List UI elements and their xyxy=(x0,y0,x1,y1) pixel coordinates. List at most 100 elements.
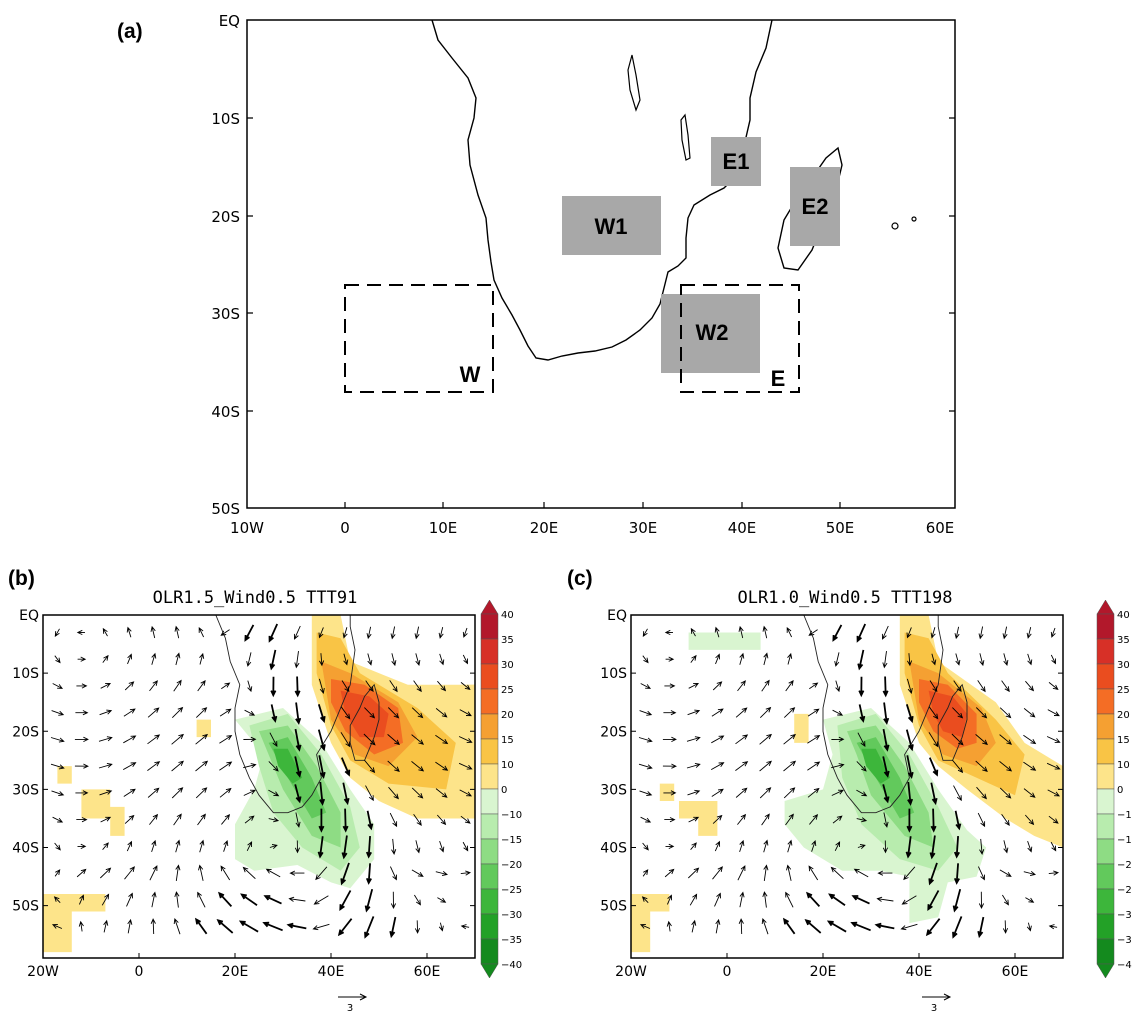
reference-vector-label: 3 xyxy=(347,1003,353,1013)
panel-b-wind-vectors xyxy=(50,623,473,939)
wind-vector-arrow xyxy=(387,707,400,719)
wind-vector-arrow xyxy=(295,812,301,828)
wind-vector-arrow xyxy=(77,843,87,850)
wind-vector-arrow xyxy=(151,839,157,853)
wind-vector-arrow xyxy=(856,623,867,643)
wind-vector-arrow xyxy=(1048,924,1058,930)
wind-vector-arrow xyxy=(807,761,821,771)
wind-vector-arrow xyxy=(147,761,161,771)
colorbar-tick-label: −25 xyxy=(501,885,522,896)
wind-vector-arrow xyxy=(391,653,397,667)
madagascar-outline xyxy=(937,683,968,761)
lat-tick-label: 20S xyxy=(12,724,39,740)
reference-vector-label: 3 xyxy=(931,1003,937,1013)
wind-vector-arrow xyxy=(807,708,820,717)
wind-vector-arrow xyxy=(688,683,700,689)
wind-vector-arrow xyxy=(289,870,305,876)
wind-vector-arrow xyxy=(688,816,700,823)
wind-vector-arrow xyxy=(317,704,326,724)
wind-vector-arrow xyxy=(882,728,890,752)
wind-vector-arrow xyxy=(664,683,676,689)
wind-vector-arrow xyxy=(415,840,421,854)
wind-vector-arrow xyxy=(857,649,865,671)
wind-vector-arrow xyxy=(263,895,282,905)
wind-vector-arrow xyxy=(953,680,962,693)
wind-vector-arrow xyxy=(340,706,351,720)
wind-vector-arrow xyxy=(1050,841,1057,852)
wind-vector-arrow xyxy=(662,763,677,769)
wind-vector-arrow xyxy=(337,918,353,937)
wind-vector-arrow xyxy=(690,654,697,663)
wind-vector-arrow xyxy=(439,840,445,853)
wind-vector-arrow xyxy=(294,676,301,698)
region-w: W xyxy=(344,284,494,393)
wind-vector-arrow xyxy=(711,735,725,744)
wind-vector-arrow xyxy=(438,922,444,932)
wind-vector-arrow xyxy=(149,865,158,881)
wind-vector-arrow xyxy=(77,656,87,662)
wind-vector-arrow xyxy=(735,761,749,771)
wind-vector-arrow xyxy=(666,894,673,905)
wind-vector-arrow xyxy=(712,866,723,880)
colorbar-swatch xyxy=(1096,788,1115,815)
panel-b: (b) OLR1.5_Wind0.5 TTT91 EQ 10S 20S 30S 40S 5… xyxy=(8,567,522,1013)
region-e-label: E xyxy=(771,366,786,391)
wind-vector-arrow xyxy=(832,624,843,642)
wind-vector-arrow xyxy=(907,653,913,667)
wind-vector-arrow xyxy=(262,921,283,932)
wind-vector-arrow xyxy=(54,869,61,877)
wind-vector-arrow xyxy=(1027,653,1033,666)
colorbar-tick-label: 0 xyxy=(501,785,507,796)
wind-vector-arrow xyxy=(1050,654,1056,665)
wind-vector-arrow xyxy=(149,680,158,692)
colorbar-swatch xyxy=(1096,638,1115,665)
wind-vector-arrow xyxy=(51,710,65,716)
wind-vector-arrow xyxy=(690,842,697,850)
rodrigues-outline xyxy=(911,216,917,222)
wind-vector-arrow xyxy=(954,810,962,831)
wind-vector-arrow xyxy=(75,710,89,716)
wind-vector-arrow xyxy=(216,918,234,934)
wind-vector-arrow xyxy=(638,763,653,770)
wind-vector-arrow xyxy=(342,808,349,833)
a-lat-tick: 20S xyxy=(211,208,240,226)
wind-vector-arrow xyxy=(664,629,674,636)
wind-vector-arrow xyxy=(999,761,1013,772)
wind-vector-arrow xyxy=(929,680,938,693)
wind-vector-arrow xyxy=(238,920,259,933)
wind-vector-arrow xyxy=(363,759,376,774)
wind-vector-arrow xyxy=(435,788,448,798)
wind-vector-arrow xyxy=(387,760,400,772)
wind-vector-arrow xyxy=(763,864,769,881)
wind-vector-arrow xyxy=(75,790,89,796)
wind-vector-arrow xyxy=(294,651,300,669)
wind-vector-arrow xyxy=(413,680,422,693)
lake-malawi-outline xyxy=(680,113,691,161)
wind-vector-arrow xyxy=(364,888,374,913)
panel-c-tag: (c) xyxy=(567,567,593,590)
wind-vector-arrow xyxy=(975,734,988,746)
region-e2-label: E2 xyxy=(802,194,829,219)
olr-anomaly-patch xyxy=(273,748,303,784)
wind-vector-arrow xyxy=(1048,815,1059,824)
panel-c-colorbar: 40 35 30 25 20 15 10 0 −1 −1 −2 −2 −3 −3 −4 xyxy=(1096,599,1132,979)
wind-vector-arrow xyxy=(1023,734,1037,745)
wind-vector-arrow xyxy=(122,762,137,770)
wind-vector-arrow xyxy=(883,702,890,725)
wind-vector-arrow xyxy=(663,790,677,796)
wind-vector-arrow xyxy=(977,866,985,881)
wind-vector-arrow xyxy=(223,840,229,852)
wind-vector-arrow xyxy=(462,654,468,665)
panel-c-title: OLR1.0_Wind0.5 TTT198 xyxy=(738,588,953,608)
wind-vector-arrow xyxy=(219,708,232,717)
region-e2: E2 xyxy=(790,167,840,246)
wind-vector-arrow xyxy=(642,628,648,638)
wind-vector-arrow xyxy=(951,733,964,746)
wind-vector-arrow xyxy=(317,729,326,752)
a-lon-tick-marks xyxy=(344,502,841,508)
wind-vector-arrow xyxy=(99,789,113,796)
olr-anomaly-patch xyxy=(928,690,967,738)
wind-vector-arrow xyxy=(714,840,721,852)
wind-vector-arrow xyxy=(1046,736,1061,743)
wind-vector-arrow xyxy=(1003,653,1009,667)
